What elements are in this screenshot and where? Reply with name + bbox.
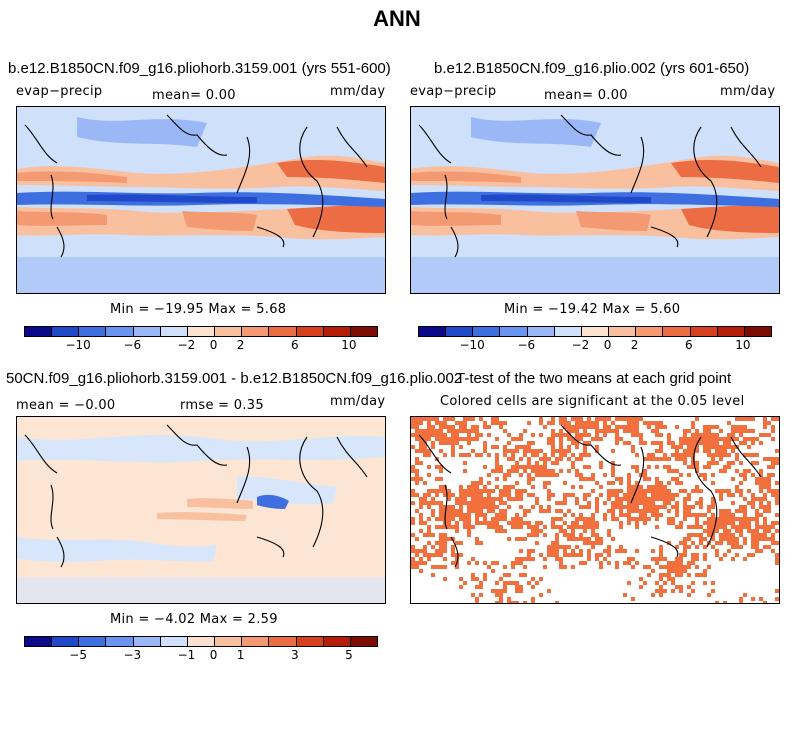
colorbar-segment [215,637,243,646]
colorbar-segment [106,637,134,646]
panel3-map [16,416,386,604]
panel1-units: mm/day [330,84,386,99]
colorbar-tick-label: 1 [236,648,245,662]
colorbar-tick-label: 0 [209,338,218,352]
colorbar-segment [323,327,351,336]
panel2-map [410,106,780,294]
colorbar-tick-label: 10 [735,338,751,352]
colorbar-segment [744,327,772,336]
colorbar-tick-label: −1 [177,648,196,662]
colorbar-segment [242,637,270,646]
colorbar-tick-label: 5 [345,648,353,662]
colorbar-tick-label: −2 [571,338,590,352]
panel3-minmax: Min = −4.02 Max = 2.59 [110,612,278,627]
colorbar-segment [106,327,134,336]
panel1-variable: evap−precip [16,84,103,99]
panel2-mean: mean= 0.00 [544,88,628,103]
panel4-field [411,417,779,603]
panel1-minmax: Min = −19.95 Max = 5.68 [110,302,287,317]
colorbar-tick-label: −3 [123,648,142,662]
panel3-units: mm/day [330,394,386,409]
panel1-colorbar [24,326,378,337]
colorbar-segment [160,637,188,646]
colorbar-segment [663,327,691,336]
panel2-minmax: Min = −19.42 Max = 5.60 [504,302,681,317]
colorbar-segment [187,637,216,646]
colorbar-segment [446,327,474,336]
figure-title: ANN [373,6,421,31]
colorbar-segment [25,637,53,646]
colorbar-segment [690,327,718,336]
colorbar-segment [269,327,297,336]
colorbar-segment [717,327,745,336]
panel3-rmse: rmse = 0.35 [180,398,264,413]
colorbar-segment [187,327,216,336]
panel4-map [410,416,780,604]
colorbar-segment [52,327,80,336]
colorbar-segment [133,327,161,336]
colorbar-tick-label: −6 [517,338,536,352]
colorbar-segment [242,327,270,336]
panel2-units: mm/day [720,84,776,99]
colorbar-tick-label: 0 [603,338,612,352]
panel3-colorbar [24,636,378,647]
colorbar-tick-label: 0 [209,648,218,662]
colorbar-tick-label: −6 [123,338,142,352]
colorbar-segment [581,327,610,336]
colorbar-tick-label: 2 [236,338,245,352]
colorbar-tick-label: 2 [630,338,639,352]
colorbar-tick-label: 6 [290,338,299,352]
colorbar-segment [133,637,161,646]
colorbar-segment [636,327,664,336]
panel1-title: b.e12.B1850CN.f09_g16.pliohorb.3159.001 … [8,60,391,77]
panel4-title: T-test of the two means at each grid poi… [456,370,732,387]
colorbar-segment [419,327,447,336]
panel1-map [16,106,386,294]
colorbar-tick-label: −10 [459,338,485,352]
colorbar-tick-label: 10 [341,338,357,352]
colorbar-segment [269,637,297,646]
colorbar-tick-label: −10 [65,338,91,352]
panel4-subtitle: Colored cells are significant at the 0.0… [440,394,745,409]
panel2-field [411,107,779,293]
panel1-field [17,107,385,293]
colorbar-tick-label: −2 [177,338,196,352]
panel2-title: b.e12.B1850CN.f09_g16.plio.002 (yrs 601-… [434,60,750,77]
colorbar-segment [554,327,582,336]
colorbar-segment [79,327,107,336]
colorbar-segment [52,637,80,646]
colorbar-segment [500,327,528,336]
colorbar-segment [609,327,637,336]
colorbar-segment [160,327,188,336]
colorbar-tick-label: −5 [69,648,87,662]
colorbar-segment [215,327,243,336]
panel3-field [17,417,385,603]
colorbar-tick-label: 3 [290,648,299,662]
colorbar-segment [296,327,324,336]
panel1-mean: mean= 0.00 [152,88,236,103]
colorbar-segment [350,327,378,336]
panel2-colorbar [418,326,772,337]
colorbar-segment [350,637,378,646]
panel3-mean: mean = −0.00 [16,398,116,413]
colorbar-segment [25,327,53,336]
panel3-title: 50CN.f09_g16.pliohorb.3159.001 - b.e12.B… [6,370,463,387]
colorbar-segment [323,637,351,646]
colorbar-segment [473,327,501,336]
colorbar-tick-label: 6 [684,338,693,352]
colorbar-segment [527,327,555,336]
colorbar-segment [79,637,107,646]
panel2-variable: evap−precip [410,84,497,99]
colorbar-segment [296,637,324,646]
